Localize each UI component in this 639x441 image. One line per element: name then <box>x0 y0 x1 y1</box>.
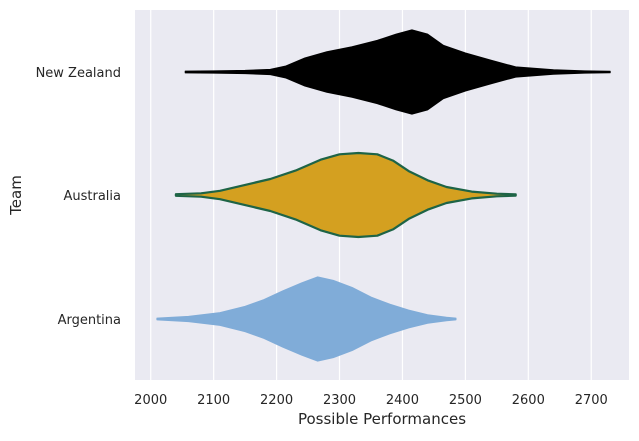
x-tick-label: 2700 <box>575 393 608 408</box>
violin-argentina <box>156 276 457 362</box>
y-axis-label: Team <box>7 175 25 216</box>
x-tick-label: 2500 <box>449 393 482 408</box>
x-axis-label: Possible Performances <box>298 410 466 428</box>
violins <box>156 29 611 362</box>
x-tick-label: 2400 <box>386 393 419 408</box>
violin-australia <box>174 151 517 239</box>
x-tick-label: 2000 <box>134 393 167 408</box>
y-tick-label: New Zealand <box>36 66 121 81</box>
y-tick-label: Australia <box>63 189 121 204</box>
y-tick-label: Argentina <box>58 313 121 328</box>
y-tick-labels: New Zealand Australia Argentina <box>36 66 121 328</box>
violin-new-zealand <box>184 29 611 115</box>
x-tick-label: 2200 <box>260 393 293 408</box>
x-tick-label: 2300 <box>323 393 356 408</box>
x-tick-labels: 2000 2100 2200 2300 2400 2500 2600 2700 <box>134 393 608 408</box>
x-tick-label: 2600 <box>512 393 545 408</box>
x-tick-label: 2100 <box>197 393 230 408</box>
